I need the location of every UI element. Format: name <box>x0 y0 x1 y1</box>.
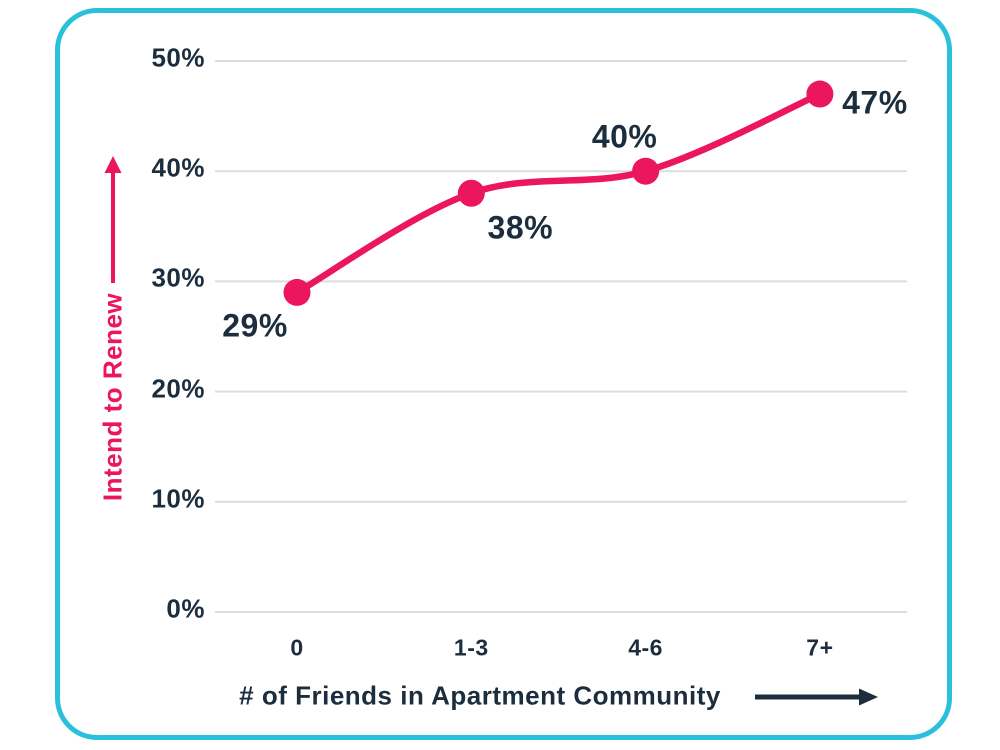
trend-line <box>293 90 824 296</box>
chart-card <box>55 8 952 740</box>
x-axis-right-arrow-icon <box>755 688 878 706</box>
data-point <box>457 179 485 207</box>
data-point <box>632 157 660 185</box>
y-axis-up-arrow-icon <box>104 156 122 283</box>
data-point <box>283 278 311 306</box>
data-point <box>806 80 834 108</box>
data-points <box>283 80 834 306</box>
gridlines <box>215 60 907 613</box>
